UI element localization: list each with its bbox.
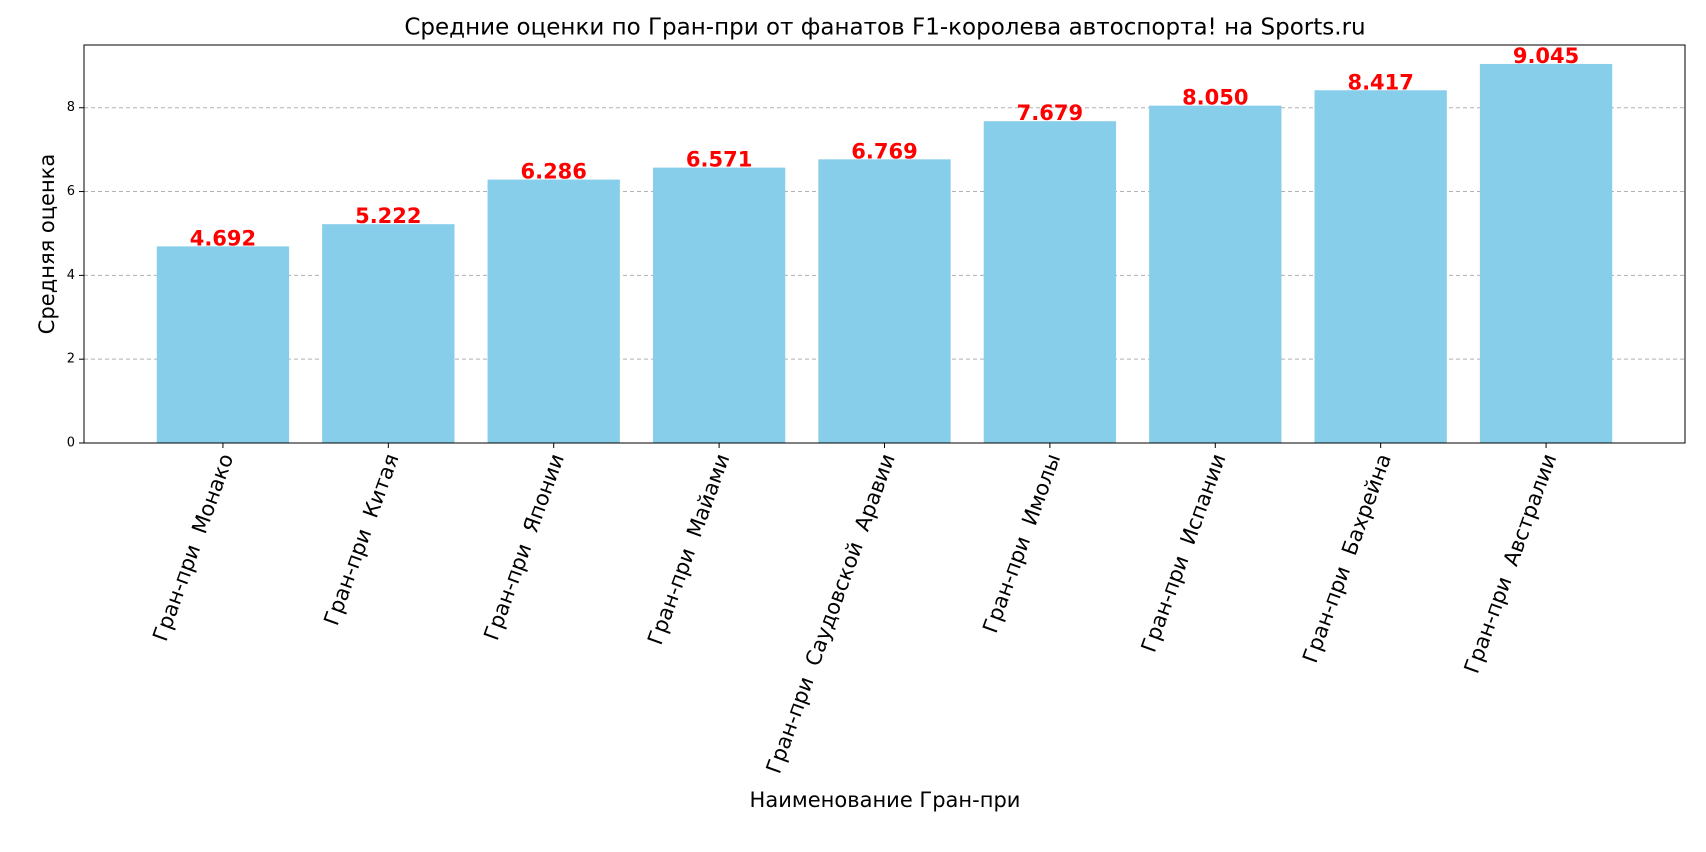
y-tick-label: 0 (67, 436, 75, 451)
bar (1479, 63, 1613, 443)
value-label: 8.417 (1347, 70, 1413, 94)
chart-title: Средние оценки по Гран-при от фанатов F1… (404, 15, 1365, 41)
value-label: 6.286 (520, 160, 586, 184)
bar (1314, 90, 1447, 443)
y-axis-label: Средняя оценка (35, 154, 59, 334)
y-tick-label: 4 (67, 268, 75, 283)
x-axis-label: Наименование Гран-при (750, 788, 1021, 812)
y-tick-label: 8 (67, 100, 75, 115)
bar (156, 246, 290, 443)
value-label: 8.050 (1182, 86, 1248, 110)
value-label: 6.769 (851, 139, 917, 163)
y-tick-label: 2 (67, 352, 75, 367)
bar (322, 224, 455, 443)
value-label: 5.222 (355, 204, 421, 228)
plot-frame (83, 44, 1686, 444)
bar (487, 179, 620, 443)
y-tick-label: 6 (67, 184, 75, 199)
bar (818, 159, 951, 443)
bar (1149, 105, 1282, 443)
bar (983, 121, 1117, 443)
value-label: 6.571 (686, 148, 752, 172)
value-label: 4.692 (190, 226, 256, 250)
value-label: 7.679 (1017, 101, 1083, 125)
bar (652, 167, 786, 443)
value-label: 9.045 (1513, 44, 1579, 68)
